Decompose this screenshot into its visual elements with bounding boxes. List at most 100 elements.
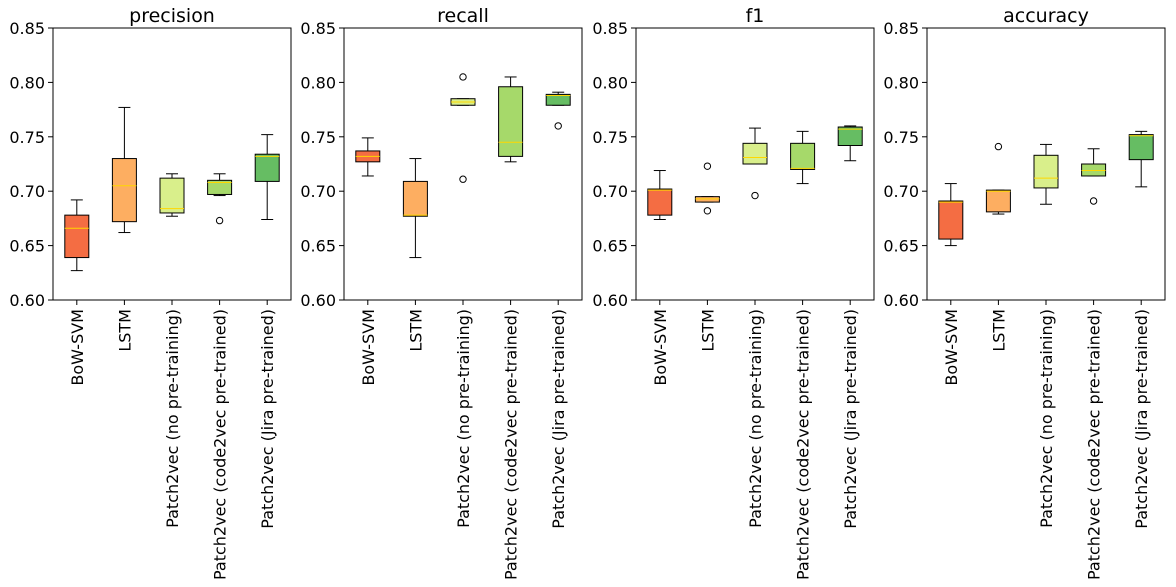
- subplot-title: recall: [437, 5, 489, 27]
- x-tick-label: LSTM: [698, 309, 717, 352]
- box-3: [742, 127, 768, 200]
- iqr-box: [1033, 154, 1059, 189]
- iqr-box: [545, 93, 571, 106]
- outlier-point: [703, 207, 712, 215]
- x-tick-label: Patch2vec (code2vec pre-trained): [211, 309, 230, 580]
- y-tick-label: 0.75: [9, 128, 45, 147]
- y-tick-label: 0.70: [883, 182, 919, 201]
- outlier-point: [1089, 197, 1098, 205]
- y-tick-label: 0.80: [300, 73, 336, 92]
- y-tick-label: 0.75: [592, 128, 628, 147]
- y-tick-label: 0.65: [300, 237, 336, 256]
- box-5: [254, 134, 280, 220]
- x-tick-label: Patch2vec (code2vec pre-trained): [502, 309, 521, 580]
- y-tick-label: 0.85: [300, 19, 336, 38]
- x-tick-label: BoW-SVM: [651, 309, 670, 386]
- box-3: [450, 73, 476, 183]
- iqr-box: [402, 180, 428, 217]
- box-1: [647, 170, 673, 220]
- y-tick-label: 0.80: [592, 73, 628, 92]
- box-2: [985, 142, 1011, 215]
- x-tick-label: Patch2vec (no pre-training): [1037, 309, 1056, 528]
- iqr-box: [1128, 134, 1154, 161]
- iqr-box: [1081, 163, 1107, 177]
- x-tick-label: LSTM: [115, 309, 134, 352]
- box-4: [790, 130, 816, 185]
- iqr-box: [254, 153, 280, 182]
- box-1: [355, 137, 381, 177]
- y-tick-label: 0.70: [592, 182, 628, 201]
- box-2: [694, 162, 720, 215]
- outlier-point: [994, 142, 1003, 151]
- x-tick-label: Patch2vec (Jira pre-trained): [1132, 309, 1151, 529]
- subplot-accuracy: accuracy 0.60 0.65 0.70 0.75 0.80 0.85 BoW-SVM L…: [883, 5, 1166, 580]
- y-tick-label: 0.70: [300, 182, 336, 201]
- iqr-box: [938, 200, 964, 240]
- x-tick-label: Patch2vec (code2vec pre-trained): [794, 309, 813, 580]
- iqr-box: [790, 142, 816, 170]
- outlier-point: [703, 162, 712, 170]
- x-tick-label: BoW-SVM: [359, 309, 378, 386]
- y-tick-label: 0.60: [592, 291, 628, 310]
- x-tick-label: Patch2vec (no pre-training): [454, 309, 473, 528]
- subplot-recall: recall 0.60 0.65 0.70 0.75 0.80 0.85 BoW-SVM LST…: [300, 5, 583, 580]
- box-2: [402, 158, 428, 259]
- box-5: [1128, 130, 1154, 188]
- subplot-f1: f1 0.60 0.65 0.70 0.75 0.80 0.85 BoW-SVM LSTM Pat…: [592, 5, 875, 580]
- box-4: [1081, 148, 1107, 205]
- iqr-box: [111, 158, 137, 223]
- box-3: [159, 173, 185, 217]
- x-tick-label: LSTM: [406, 309, 425, 352]
- outlier-point: [459, 73, 467, 81]
- box-3: [1033, 143, 1059, 205]
- box-5: [545, 91, 571, 130]
- outlier-point: [459, 175, 467, 183]
- subplot-precision: precision 0.60 0.65 0.70 0.75 0.80 0.85 BoW-SVM…: [9, 5, 292, 580]
- box-1: [938, 183, 964, 247]
- x-tick-label: Patch2vec (no pre-training): [746, 309, 765, 528]
- y-tick-label: 0.75: [883, 128, 919, 147]
- y-tick-label: 0.80: [883, 73, 919, 92]
- box-2: [111, 106, 137, 234]
- iqr-box: [985, 189, 1011, 213]
- x-tick-label: Patch2vec (Jira pre-trained): [258, 309, 277, 529]
- x-tick-label: BoW-SVM: [942, 309, 961, 386]
- y-tick-label: 0.75: [300, 128, 336, 147]
- y-tick-label: 0.70: [9, 182, 45, 201]
- x-tick-label: Patch2vec (Jira pre-trained): [841, 309, 860, 529]
- box-5: [837, 125, 863, 162]
- box-4: [498, 76, 524, 163]
- x-tick-label: BoW-SVM: [68, 309, 87, 386]
- iqr-box: [64, 214, 90, 259]
- x-tick-label: Patch2vec (Jira pre-trained): [549, 309, 568, 529]
- iqr-box: [498, 86, 524, 157]
- subplot-title: precision: [129, 5, 215, 27]
- x-tick-label: Patch2vec (code2vec pre-trained): [1085, 309, 1104, 580]
- x-tick-label: LSTM: [989, 309, 1008, 352]
- y-tick-label: 0.85: [883, 19, 919, 38]
- subplot-title: f1: [746, 5, 765, 27]
- outlier-point: [215, 216, 224, 225]
- outlier-point: [554, 122, 562, 130]
- y-tick-label: 0.65: [9, 237, 45, 256]
- y-tick-label: 0.85: [592, 19, 628, 38]
- outlier-point: [751, 191, 759, 200]
- y-tick-label: 0.60: [300, 291, 336, 310]
- iqr-box: [207, 179, 233, 195]
- y-tick-label: 0.80: [9, 73, 45, 92]
- iqr-box: [694, 196, 720, 203]
- iqr-box: [647, 188, 673, 216]
- y-tick-label: 0.65: [883, 237, 919, 256]
- subplot-title: accuracy: [1003, 5, 1089, 27]
- y-tick-label: 0.65: [592, 237, 628, 256]
- x-tick-label: Patch2vec (no pre-training): [163, 309, 182, 528]
- box-1: [64, 199, 90, 272]
- y-tick-label: 0.85: [9, 19, 45, 38]
- iqr-box: [742, 142, 768, 165]
- y-tick-label: 0.60: [883, 291, 919, 310]
- axes-frame: [343, 27, 583, 301]
- box-4: [207, 173, 233, 225]
- iqr-box: [837, 126, 863, 147]
- iqr-box: [159, 177, 185, 214]
